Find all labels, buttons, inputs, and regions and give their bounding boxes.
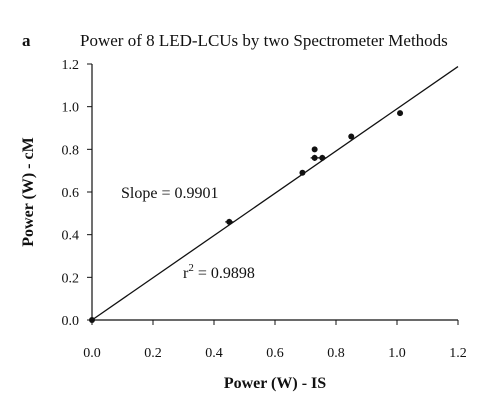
y-tick-label: 1.2 xyxy=(62,58,80,73)
x-tick-label: 0.2 xyxy=(144,346,162,361)
x-tick-label: 1.2 xyxy=(449,346,467,361)
y-tick-label: 1.0 xyxy=(62,101,80,116)
error-bar xyxy=(310,154,319,161)
y-tick-label: 0.6 xyxy=(62,186,80,201)
data-point xyxy=(397,110,404,117)
data-point xyxy=(311,146,318,153)
data-point xyxy=(299,169,306,176)
chart-title: Power of 8 LED-LCUs by two Spectrometer … xyxy=(80,31,448,50)
y-tick-label: 0.0 xyxy=(62,314,80,329)
y-axis-ticks: 0.0 0.2 0.4 0.6 0.8 1.0 1.2 xyxy=(62,58,92,329)
x-tick-label: 0.0 xyxy=(83,346,101,361)
panel-label: a xyxy=(22,31,31,50)
data-points xyxy=(89,110,404,323)
x-tick-label: 0.8 xyxy=(327,346,345,361)
fit-line xyxy=(91,66,459,321)
error-bar xyxy=(225,218,234,225)
r-squared-exponent: 2 xyxy=(188,262,194,274)
y-tick-label: 0.2 xyxy=(62,271,80,286)
data-point xyxy=(348,133,355,140)
x-tick-label: 0.6 xyxy=(266,346,284,361)
data-point xyxy=(89,317,95,323)
y-axis-title: Power (W) - cM xyxy=(20,137,37,246)
y-tick-label: 0.8 xyxy=(62,143,80,158)
x-tick-label: 1.0 xyxy=(388,346,406,361)
slope-annotation: Slope = 0.9901 xyxy=(121,185,218,202)
error-bar xyxy=(318,154,327,161)
r-squared-annotation: r2 = 0.9898 xyxy=(183,262,255,282)
r-squared-symbol: r xyxy=(183,265,189,282)
r-squared-value: = 0.9898 xyxy=(194,265,255,282)
x-axis-ticks: 0.0 0.2 0.4 0.6 0.8 1.0 1.2 xyxy=(83,320,467,361)
x-tick-label: 0.4 xyxy=(205,346,223,361)
y-tick-label: 0.4 xyxy=(62,229,80,244)
x-axis-title: Power (W) - IS xyxy=(224,375,326,392)
